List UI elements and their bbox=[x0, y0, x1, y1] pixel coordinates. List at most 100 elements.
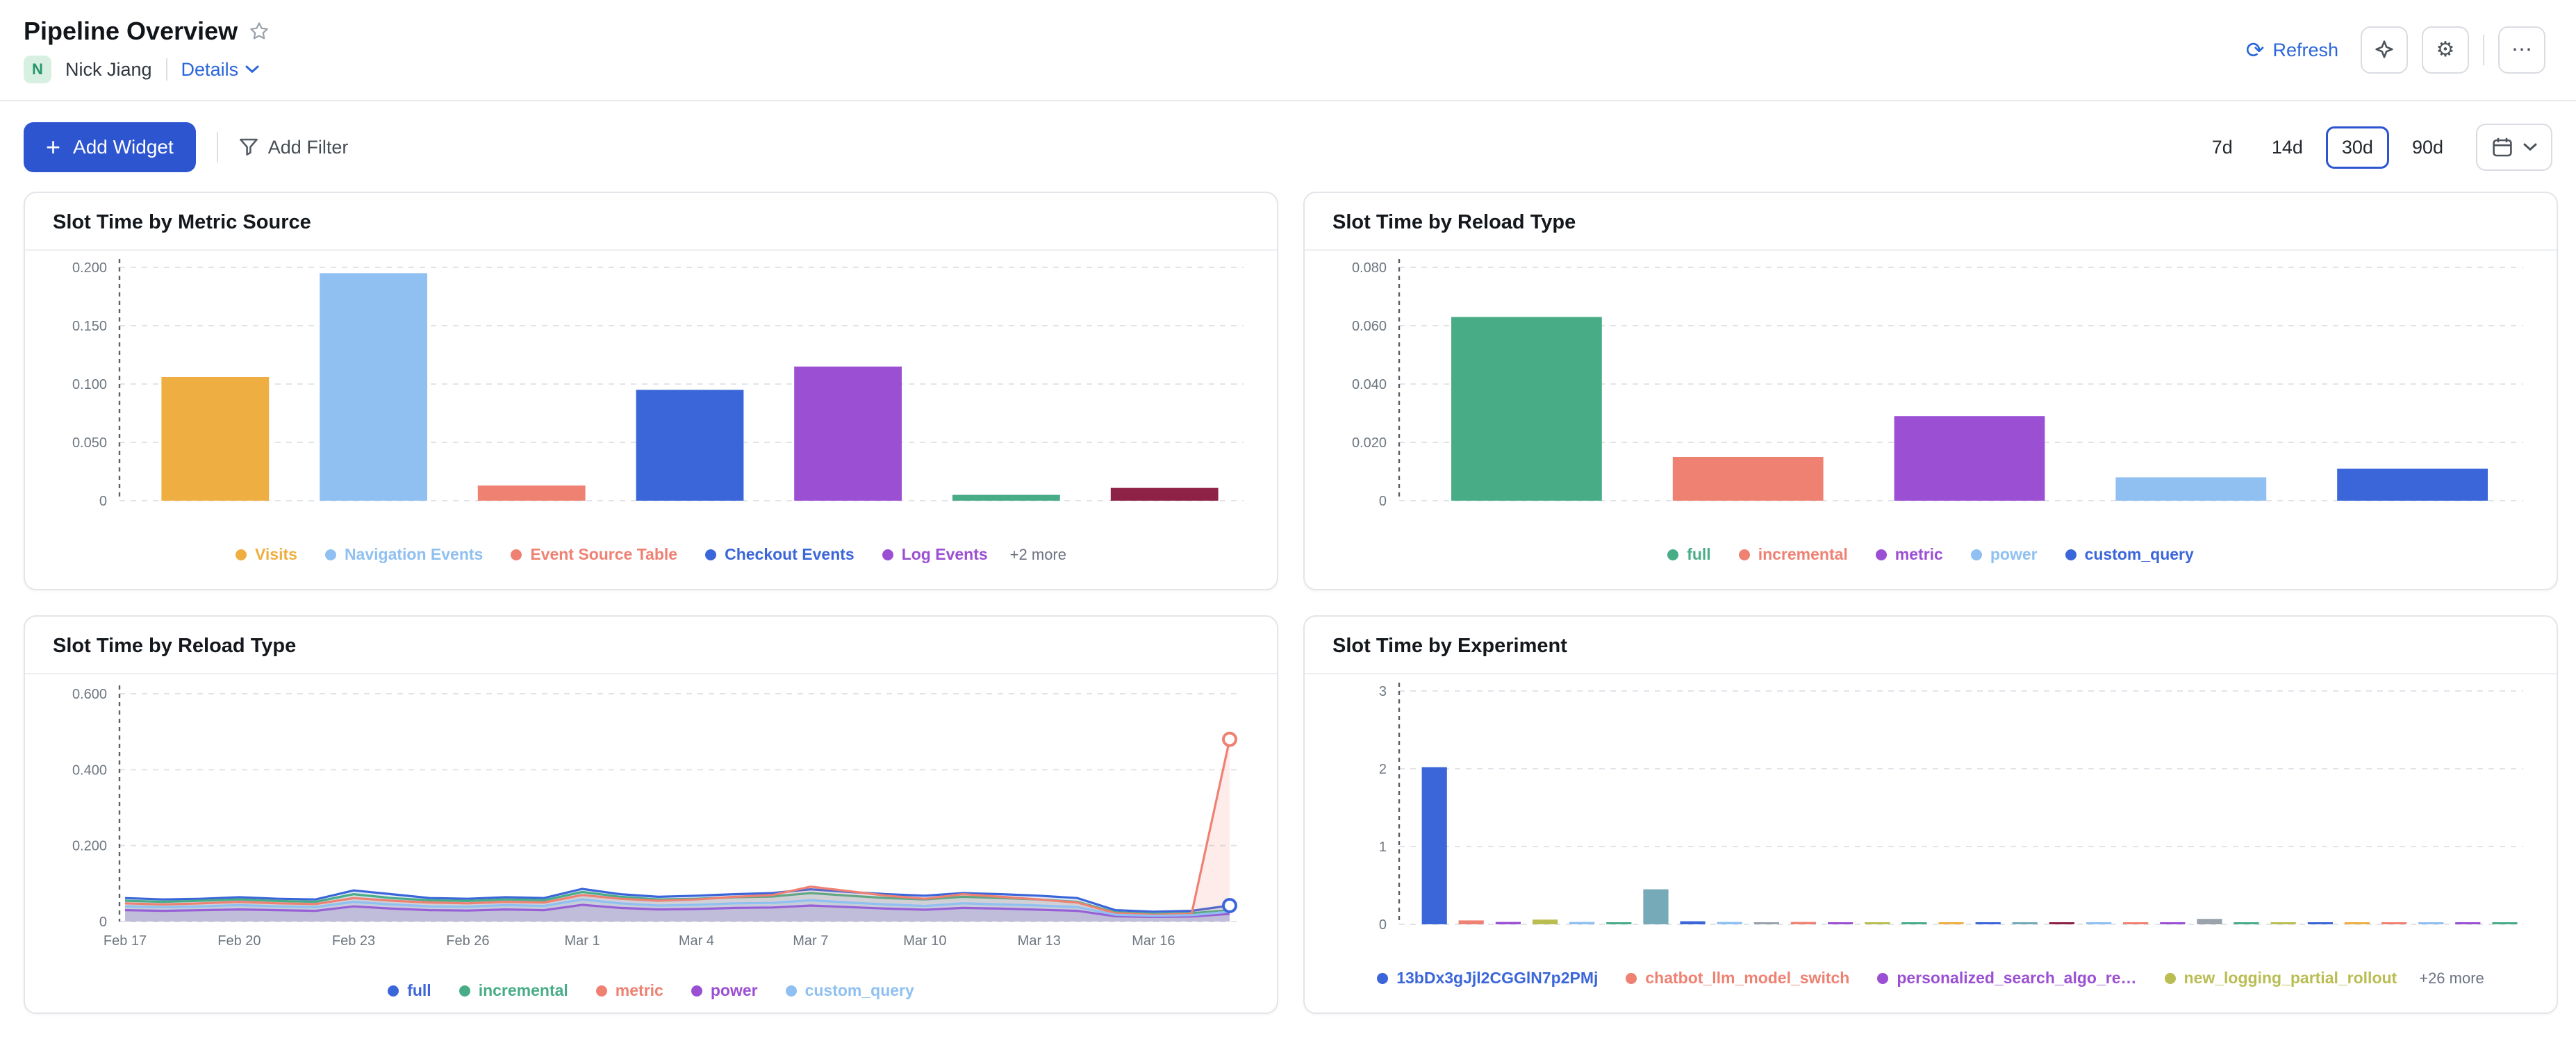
legend-more[interactable]: +26 more bbox=[2419, 969, 2484, 987]
bar[interactable] bbox=[1680, 921, 1706, 924]
range-7d-button[interactable]: 7d bbox=[2196, 126, 2249, 169]
range-90d-button[interactable]: 90d bbox=[2396, 126, 2459, 169]
bar[interactable] bbox=[1533, 919, 1558, 924]
bar[interactable] bbox=[1717, 922, 1742, 924]
bar[interactable] bbox=[1451, 317, 1602, 501]
chart-legend: 13bDx3gJjl2CGGlN7p2PMj chatbot_llm_model_… bbox=[1305, 944, 2557, 1012]
bar[interactable] bbox=[161, 377, 270, 501]
legend-item[interactable]: power bbox=[691, 981, 758, 1000]
legend-item[interactable]: custom_query bbox=[2065, 545, 2194, 564]
legend-item[interactable]: personalized_search_algo_re… bbox=[1877, 969, 2137, 988]
bar[interactable] bbox=[636, 390, 744, 501]
y-tick-label: 0.060 bbox=[1352, 319, 1387, 334]
bar-chart-canvas[interactable]: 0 0.020 0.040 0.060 0.080 bbox=[1321, 251, 2540, 515]
legend-item[interactable]: custom_query bbox=[785, 981, 914, 1000]
bar[interactable] bbox=[2307, 922, 2333, 924]
favorite-star-icon[interactable] bbox=[249, 21, 270, 42]
legend-item[interactable]: Log Events bbox=[882, 545, 988, 564]
add-widget-button[interactable]: + Add Widget bbox=[24, 122, 196, 172]
legend-item[interactable]: full bbox=[388, 981, 431, 1000]
series-line[interactable] bbox=[124, 903, 1230, 919]
bar[interactable] bbox=[2086, 922, 2112, 924]
bookmark-button[interactable] bbox=[2361, 26, 2408, 74]
legend-more[interactable]: +2 more bbox=[1009, 545, 1066, 563]
legend-item[interactable]: full bbox=[1667, 545, 1711, 564]
bar[interactable] bbox=[1975, 922, 2001, 924]
details-button[interactable]: Details bbox=[181, 59, 260, 81]
series-line[interactable] bbox=[124, 898, 1230, 917]
bar[interactable] bbox=[1938, 922, 1964, 924]
owner-name: Nick Jiang bbox=[65, 58, 152, 80]
bar[interactable] bbox=[2234, 922, 2259, 924]
widget-grid: Slot Time by Metric Source 0 0.050 0.100 0.… bbox=[0, 172, 2576, 1014]
end-point-marker[interactable] bbox=[1222, 731, 1237, 747]
date-picker-button[interactable] bbox=[2476, 124, 2552, 171]
plus-icon: + bbox=[46, 133, 61, 161]
bar[interactable] bbox=[2012, 922, 2038, 924]
bar[interactable] bbox=[952, 494, 1060, 501]
page-header: Pipeline Overview N Nick Jiang Details ⟳… bbox=[0, 0, 2576, 101]
legend-item[interactable]: incremental bbox=[1738, 545, 1848, 564]
legend-dot bbox=[705, 549, 717, 560]
bar[interactable] bbox=[2381, 922, 2407, 924]
bar[interactable] bbox=[1894, 416, 2045, 501]
bar[interactable] bbox=[2123, 922, 2149, 924]
series-line[interactable] bbox=[124, 888, 1230, 913]
legend-item[interactable]: Checkout Events bbox=[705, 545, 854, 564]
ellipsis-icon: ⋯ bbox=[2511, 38, 2532, 61]
bar-chart-canvas[interactable]: 0 0.050 0.100 0.150 0.200 bbox=[42, 251, 1260, 515]
bar[interactable] bbox=[2337, 468, 2488, 501]
settings-button[interactable]: ⚙ bbox=[2422, 26, 2469, 74]
legend-item[interactable]: metric bbox=[1875, 545, 1943, 564]
bar[interactable] bbox=[2115, 477, 2267, 501]
bar[interactable] bbox=[2049, 922, 2074, 924]
bar[interactable] bbox=[2197, 919, 2222, 924]
bar[interactable] bbox=[1790, 922, 1816, 924]
y-tick-label: 0.040 bbox=[1352, 377, 1387, 392]
bar[interactable] bbox=[1828, 922, 1853, 924]
end-point-marker[interactable] bbox=[1222, 898, 1237, 913]
bar[interactable] bbox=[794, 366, 902, 501]
legend-item[interactable]: incremental bbox=[459, 981, 568, 1000]
bar[interactable] bbox=[2418, 922, 2444, 924]
details-label: Details bbox=[181, 58, 239, 80]
bar[interactable] bbox=[1901, 922, 1927, 924]
bar[interactable] bbox=[2270, 922, 2296, 924]
bar[interactable] bbox=[1865, 922, 1890, 924]
legend-item[interactable]: chatbot_llm_model_switch bbox=[1626, 969, 1849, 988]
series-line[interactable] bbox=[124, 739, 1231, 916]
y-tick-label: 0.080 bbox=[1352, 260, 1387, 276]
bar-chart-canvas[interactable]: 0 1 2 3 bbox=[1321, 674, 2540, 938]
bar[interactable] bbox=[1421, 767, 1447, 924]
add-filter-button[interactable]: Add Filter bbox=[239, 137, 348, 158]
bar[interactable] bbox=[1110, 488, 1219, 501]
bar[interactable] bbox=[1495, 922, 1521, 924]
legend-item[interactable]: new_logging_partial_rollout bbox=[2164, 969, 2397, 988]
bar[interactable] bbox=[1569, 922, 1595, 924]
bar[interactable] bbox=[2160, 922, 2186, 924]
bar[interactable] bbox=[2455, 922, 2481, 924]
range-14d-button[interactable]: 14d bbox=[2256, 126, 2319, 169]
bar[interactable] bbox=[1672, 457, 1824, 501]
legend-item[interactable]: Visits bbox=[235, 545, 297, 564]
bar[interactable] bbox=[2492, 922, 2518, 924]
legend-item[interactable]: power bbox=[1970, 545, 2038, 564]
range-30d-button[interactable]: 30d bbox=[2325, 126, 2389, 169]
legend-dot bbox=[2065, 549, 2077, 560]
more-options-button[interactable]: ⋯ bbox=[2498, 26, 2545, 74]
legend-item[interactable]: metric bbox=[595, 981, 663, 1000]
bar[interactable] bbox=[2344, 922, 2370, 924]
chart-card-slot-time-by-reload-type-line: Slot Time by Reload Type 0 0.200 0.400 0.60… bbox=[24, 615, 1278, 1014]
refresh-button[interactable]: ⟳ Refresh bbox=[2246, 39, 2338, 61]
line-chart-canvas[interactable]: 0 0.200 0.400 0.600 Feb 17 Feb 20 Feb 23 Feb 26… bbox=[42, 674, 1260, 963]
bar[interactable] bbox=[1458, 920, 1484, 924]
legend-item[interactable]: Event Source Table bbox=[511, 545, 677, 564]
bar[interactable] bbox=[1606, 922, 1632, 924]
bar[interactable] bbox=[1753, 922, 1779, 924]
bar[interactable] bbox=[1643, 889, 1669, 924]
bar[interactable] bbox=[320, 273, 427, 501]
bar[interactable] bbox=[477, 485, 586, 501]
legend-item[interactable]: 13bDx3gJjl2CGGlN7p2PMj bbox=[1377, 969, 1598, 988]
legend-item[interactable]: Navigation Events bbox=[324, 545, 483, 564]
